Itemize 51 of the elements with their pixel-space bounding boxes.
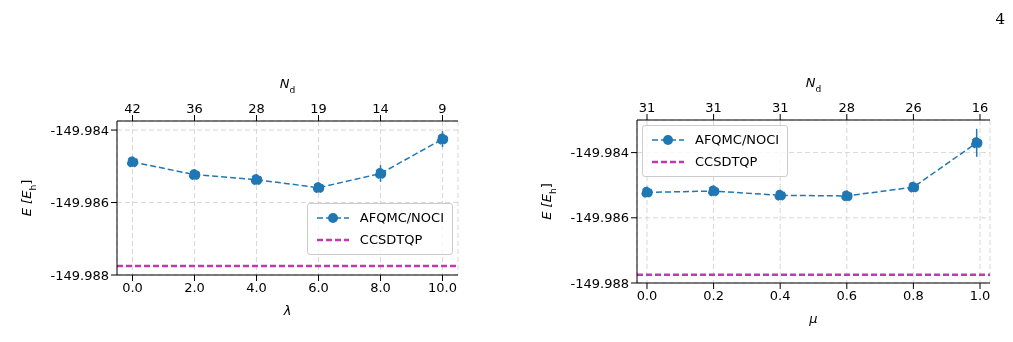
point	[774, 189, 786, 202]
point	[707, 185, 720, 197]
x-tick-label: 0.4	[769, 288, 791, 304]
x-tick-label: 0.0	[636, 288, 658, 304]
x-tick-label: 10.0	[428, 280, 457, 296]
text: 9	[438, 101, 447, 116]
point	[970, 137, 983, 149]
point	[126, 156, 139, 168]
point	[374, 167, 387, 180]
x-tick-label: 8.0	[370, 280, 391, 296]
text: 4	[995, 10, 1005, 28]
text: 28	[248, 101, 265, 116]
point	[250, 173, 263, 186]
x-tick-label: 0.8	[903, 288, 924, 304]
x-axis-title: μ	[808, 311, 818, 326]
y-tick-label: -149.988	[570, 275, 629, 291]
text: 31	[771, 100, 789, 115]
x-tick-label: 6.0	[308, 280, 329, 296]
point	[436, 133, 449, 145]
text: 36	[186, 101, 203, 116]
x-tick-label: 1.0	[969, 288, 991, 304]
x-tick-label: 2.0	[184, 280, 205, 296]
legend-label: CCSDTQP	[359, 231, 423, 249]
x-tick-label: 0.0	[122, 280, 143, 296]
x-axis-title: λ	[282, 303, 292, 318]
point	[907, 181, 920, 193]
text: 42	[124, 101, 141, 116]
text: 19	[310, 101, 327, 116]
text: 16	[971, 100, 989, 115]
text: 28	[838, 100, 856, 115]
y-tick-label: -149.984	[50, 122, 109, 138]
legend-label: CCSDTQP	[695, 153, 758, 171]
x-tick-label: 0.2	[703, 288, 724, 304]
x2-axis-title: N$_{d}$	[279, 76, 296, 95]
text: 31	[638, 100, 656, 115]
y-tick-label: -149.988	[50, 267, 109, 283]
point	[641, 186, 653, 199]
y-tick-label: -149.984	[570, 145, 629, 161]
legend-label: AFQMC/NOCI	[695, 131, 780, 149]
x-tick-label: 0.6	[836, 288, 858, 304]
point	[841, 190, 853, 202]
y-tick-label: -149.986	[570, 210, 629, 226]
point	[312, 181, 325, 194]
text: 14	[372, 101, 389, 116]
text: 26	[905, 100, 922, 115]
point	[188, 168, 201, 181]
legend-label: AFQMC/NOCI	[359, 209, 444, 227]
x2-axis-title: N$_{d}$	[805, 75, 822, 94]
x-tick-label: 4.0	[246, 280, 267, 296]
text: 31	[705, 100, 722, 115]
y-tick-label: -149.986	[50, 195, 109, 211]
